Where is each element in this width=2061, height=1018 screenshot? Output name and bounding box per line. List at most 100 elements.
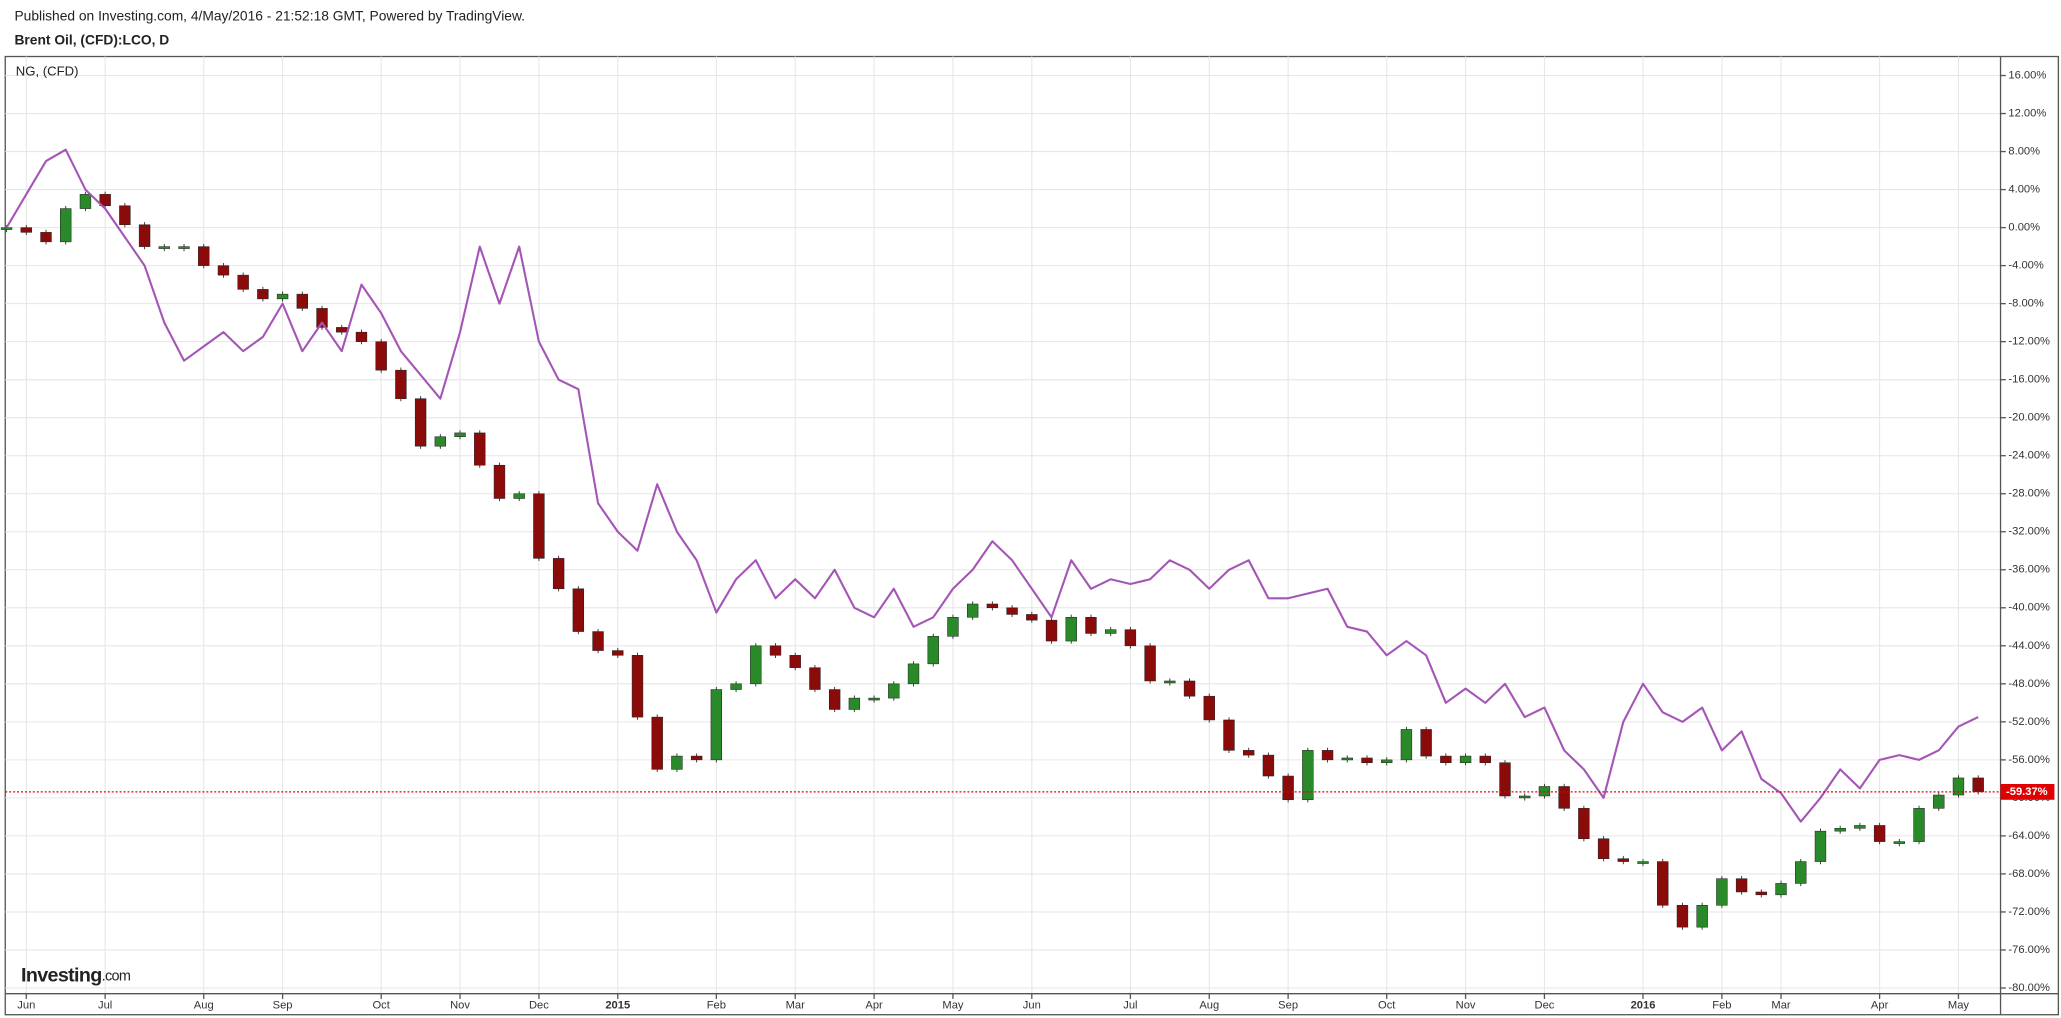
x-tick-label: Nov: [1456, 999, 1476, 1011]
candle: [1104, 629, 1117, 634]
y-tick-label: -80.00%: [2008, 982, 2050, 994]
candle: [434, 436, 447, 447]
x-tick-label: Sep: [1278, 999, 1298, 1011]
price-label-box: [2000, 784, 2055, 800]
candle: [119, 205, 131, 226]
candle: [296, 293, 308, 309]
candle: [710, 689, 723, 761]
y-tick-label: -4.00%: [2008, 260, 2043, 272]
candle: [631, 655, 644, 718]
candle: [986, 603, 999, 609]
candle: [1341, 757, 1353, 761]
candle: [1440, 755, 1452, 763]
candle: [1834, 828, 1846, 832]
x-tick-label: Oct: [373, 999, 391, 1011]
candle: [513, 493, 525, 499]
candle: [1479, 755, 1491, 763]
y-tick-label: 8.00%: [2008, 146, 2040, 158]
y-tick-label: -24.00%: [2008, 450, 2050, 462]
candle: [769, 645, 782, 656]
candle: [1952, 777, 1965, 796]
x-tick-label: Aug: [1199, 999, 1219, 1011]
plot: [0, 148, 2001, 930]
candle: [1262, 754, 1275, 777]
candle: [0, 227, 13, 230]
logo-brand: Investing: [21, 965, 102, 987]
candle: [395, 369, 407, 399]
candle: [750, 645, 762, 685]
published-note: Published on Investing.com, 4/May/2016 -…: [14, 9, 525, 24]
y-tick-label: -28.00%: [2008, 488, 2050, 500]
candle: [1637, 861, 1649, 864]
x-tick-label: Mar: [1771, 999, 1790, 1011]
y-tick-label: -44.00%: [2008, 640, 2050, 652]
candle: [1499, 762, 1511, 797]
candle: [1558, 786, 1570, 809]
y-tick-label: 12.00%: [2008, 108, 2046, 120]
candle: [1400, 729, 1413, 761]
candle: [1026, 614, 1038, 621]
candle: [257, 289, 269, 300]
candle: [1006, 607, 1018, 615]
candle: [1676, 905, 1689, 928]
candle: [1873, 825, 1886, 842]
candle: [612, 650, 624, 656]
candle: [1795, 861, 1807, 884]
y-tick-label: -76.00%: [2008, 944, 2050, 956]
candle: [1617, 858, 1629, 862]
y-tick-label: -52.00%: [2008, 716, 2050, 728]
candle: [1893, 841, 1906, 844]
x-tick-label: Jul: [98, 999, 112, 1011]
y-tick-label: 0.00%: [2008, 222, 2040, 234]
candle: [730, 683, 742, 690]
candle: [237, 274, 249, 290]
y-tick-label: -72.00%: [2008, 906, 2050, 918]
candle: [1519, 795, 1531, 799]
candle: [40, 232, 52, 243]
candle: [1913, 808, 1925, 842]
candle: [868, 697, 880, 701]
candle: [848, 697, 861, 710]
candle: [1696, 905, 1708, 928]
x-tick-label: Oct: [1378, 999, 1396, 1011]
candle: [1755, 891, 1767, 896]
candle: [1321, 750, 1334, 761]
candle: [1183, 680, 1196, 697]
candle: [1775, 883, 1787, 896]
y-tick-label: -56.00%: [2008, 754, 2050, 766]
candle: [1203, 695, 1215, 721]
candle: [651, 716, 663, 770]
candle: [947, 617, 959, 637]
x-tick-label: May: [1948, 999, 1969, 1011]
candle: [966, 603, 979, 618]
candle: [60, 208, 72, 243]
candle: [414, 398, 427, 447]
candle: [1854, 825, 1866, 829]
logo-suffix: .com: [102, 968, 131, 984]
logo: Investing.com: [21, 965, 131, 987]
candle: [1282, 775, 1294, 801]
candle: [1459, 755, 1472, 763]
grid: [5, 56, 2006, 999]
candle: [1144, 645, 1156, 682]
candle: [1814, 830, 1827, 862]
candle: [20, 227, 32, 233]
candle: [1933, 794, 1945, 809]
x-tick-label: Feb: [1712, 999, 1731, 1011]
y-tick-label: -48.00%: [2008, 678, 2050, 690]
candle: [927, 636, 939, 665]
candle: [217, 265, 230, 276]
candle: [671, 755, 683, 770]
y-tick-label: -64.00%: [2008, 830, 2050, 842]
candle: [316, 308, 328, 328]
x-tick-label: Jul: [1123, 999, 1137, 1011]
candle: [592, 631, 604, 651]
x-tick-label: Aug: [194, 999, 214, 1011]
candle: [1243, 750, 1255, 756]
y-tick-label: -40.00%: [2008, 602, 2050, 614]
candle: [809, 667, 821, 690]
candle: [454, 432, 466, 437]
candle: [355, 331, 368, 342]
candle: [1972, 777, 1984, 793]
